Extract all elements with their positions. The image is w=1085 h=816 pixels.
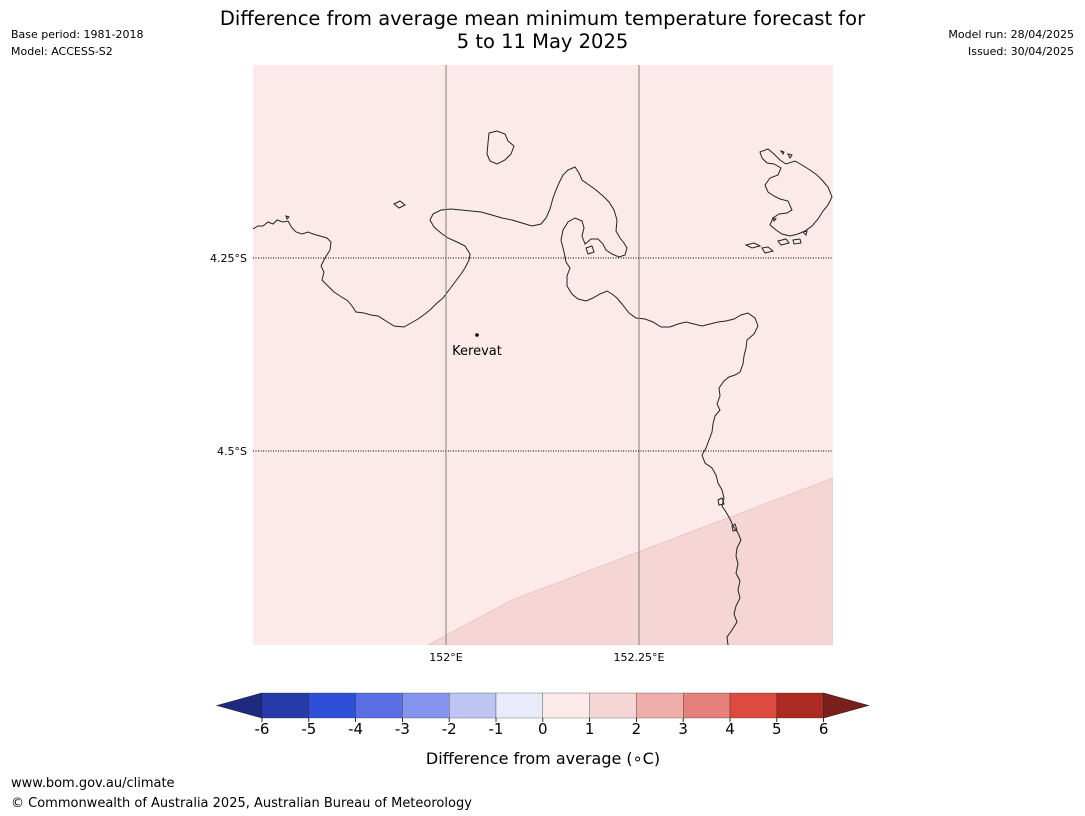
colorbar-tick-label: -6 bbox=[255, 720, 270, 738]
header-left-meta: Base period: 1981-2018 Model: ACCESS-S2 bbox=[11, 26, 143, 60]
colorbar-tick-label: -5 bbox=[301, 720, 316, 738]
colorbar-swatch bbox=[636, 692, 684, 719]
colorbar-label: Difference from average (∘C) bbox=[426, 749, 660, 768]
model-text: Model: ACCESS-S2 bbox=[11, 45, 113, 58]
header-right-meta: Model run: 28/04/2025 Issued: 30/04/2025 bbox=[948, 26, 1074, 60]
lon-label: 152°E bbox=[429, 651, 462, 664]
anomaly-zone-1-2 bbox=[427, 477, 833, 645]
base-period-text: Base period: 1981-2018 bbox=[11, 28, 144, 41]
title-line-1: Difference from average mean minimum tem… bbox=[219, 7, 866, 30]
map-title: Difference from average mean minimum tem… bbox=[0, 7, 1085, 53]
colorbar-tick-label: 2 bbox=[632, 720, 642, 738]
colorbar-tick-label: 5 bbox=[772, 720, 782, 738]
colorbar-tick-label: -2 bbox=[442, 720, 457, 738]
town-label: Kerevat bbox=[452, 344, 502, 359]
footer-copyright: © Commonwealth of Australia 2025, Austra… bbox=[11, 796, 472, 811]
colorbar-tick-label: 6 bbox=[819, 720, 829, 738]
coastline bbox=[253, 130, 833, 645]
lon-label: 152.25°E bbox=[614, 651, 665, 664]
colorbar-tick-label: 4 bbox=[725, 720, 735, 738]
town-marker bbox=[475, 333, 479, 337]
colorbar-swatch bbox=[261, 692, 309, 719]
colorbar-swatch bbox=[542, 692, 590, 719]
footer-url: www.bom.gov.au/climate bbox=[11, 776, 175, 791]
colorbar-tick-label: 0 bbox=[538, 720, 548, 738]
colorbar: -6 -5 -4 -3 -2 -1 0 1 2 3 4 5 6 bbox=[215, 692, 870, 738]
colorbar-swatch bbox=[402, 692, 450, 719]
colorbar-tick-label: -4 bbox=[348, 720, 363, 738]
title-line-2: 5 to 11 May 2025 bbox=[456, 30, 629, 53]
lat-label: 4.5°S bbox=[217, 445, 247, 458]
colorbar-tick-label: -3 bbox=[395, 720, 410, 738]
colorbar-swatch bbox=[776, 692, 824, 719]
colorbar-tick-label: 1 bbox=[585, 720, 595, 738]
colorbar-extend-low bbox=[215, 692, 263, 719]
colorbar-swatch bbox=[308, 692, 356, 719]
issued-text: Issued: 30/04/2025 bbox=[967, 45, 1074, 58]
colorbar-swatch bbox=[729, 692, 777, 719]
colorbar-swatch bbox=[683, 692, 731, 719]
colorbar-tick-label: -1 bbox=[489, 720, 504, 738]
colorbar-swatch bbox=[589, 692, 637, 719]
map-panel: Kerevat bbox=[253, 65, 833, 645]
colorbar-swatch bbox=[495, 692, 543, 719]
colorbar-tick-label: 3 bbox=[678, 720, 688, 738]
colorbar-swatch bbox=[355, 692, 403, 719]
colorbar-extend-high bbox=[823, 692, 870, 719]
colorbar-swatch bbox=[449, 692, 497, 719]
lat-label: 4.25°S bbox=[210, 252, 247, 265]
model-run-text: Model run: 28/04/2025 bbox=[948, 28, 1074, 41]
